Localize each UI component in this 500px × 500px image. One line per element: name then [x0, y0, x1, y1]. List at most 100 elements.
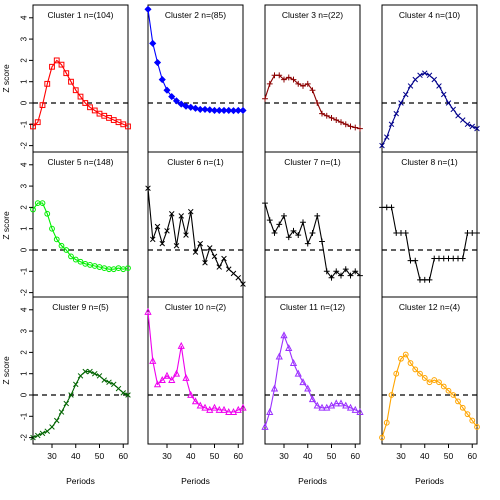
- data-point: [191, 397, 200, 405]
- data-point: [314, 213, 321, 219]
- data-point: [295, 232, 302, 238]
- data-point: [144, 307, 152, 315]
- data-point: [459, 404, 466, 411]
- data-point: [314, 100, 321, 106]
- plot-frame: [32, 4, 129, 153]
- data-point: [436, 83, 442, 89]
- data-point: [229, 407, 238, 415]
- data-point: [474, 125, 480, 132]
- x-tick-label: 30: [162, 451, 172, 461]
- data-point: [197, 240, 204, 247]
- data-point: [445, 387, 452, 394]
- data-point: [304, 80, 311, 87]
- data-point: [275, 352, 283, 360]
- y-tick-label: 0: [20, 100, 29, 105]
- x-tick-label: 50: [210, 451, 220, 461]
- data-point: [407, 360, 414, 366]
- panel-cluster-1: Cluster 1 n=(104) -2 -1 0 1 2 3 4 Z score: [1, 4, 131, 153]
- data-point: [379, 142, 385, 149]
- data-point: [337, 399, 345, 407]
- data-point: [196, 401, 204, 409]
- data-point: [82, 100, 89, 106]
- data-point: [49, 63, 55, 70]
- panel-cluster-3: Cluster 3 n=(22): [262, 4, 363, 153]
- plot-frame: [381, 296, 478, 445]
- data-point: [149, 39, 157, 47]
- panel-title: Cluster 3 n=(22): [282, 10, 343, 20]
- data-point: [318, 403, 326, 411]
- data-point: [63, 400, 70, 407]
- data-point: [172, 369, 181, 377]
- data-point: [230, 270, 237, 277]
- y-tick-label: -1: [20, 267, 29, 275]
- x-tick-label: 40: [303, 451, 313, 461]
- data-point: [313, 401, 321, 409]
- data-point: [266, 217, 273, 224]
- panel-title: Cluster 8 n=(1): [401, 157, 458, 167]
- data-point: [182, 373, 190, 381]
- series-line: [32, 202, 129, 270]
- plot-frame: [264, 151, 361, 300]
- data-point: [149, 236, 156, 243]
- y-tick-label: 2: [20, 205, 29, 210]
- data-point: [421, 70, 428, 76]
- panel-cluster-12: Cluster 12 n=(4) 30 40 50 60 Periods: [379, 296, 480, 486]
- data-point: [153, 58, 162, 67]
- data-point: [357, 125, 363, 132]
- data-point: [426, 276, 433, 283]
- data-point: [295, 80, 302, 87]
- data-point: [187, 103, 195, 111]
- plot-frame: [381, 151, 478, 300]
- data-point: [96, 373, 103, 379]
- panel-title: Cluster 2 n=(85): [165, 10, 226, 20]
- data-point: [172, 97, 181, 105]
- panel-title: Cluster 11 n=(12): [280, 302, 345, 312]
- data-point: [393, 110, 400, 117]
- y-tick-label: 3: [20, 328, 29, 333]
- plot-frame: [147, 151, 244, 300]
- data-point: [159, 240, 166, 247]
- data-point: [39, 102, 46, 109]
- data-point: [44, 428, 51, 434]
- data-point: [445, 100, 452, 106]
- data-point: [220, 405, 228, 413]
- data-point: [192, 249, 199, 255]
- data-point: [210, 106, 219, 115]
- plot-frame: [32, 151, 129, 300]
- data-point: [234, 405, 242, 413]
- data-point: [63, 70, 70, 77]
- data-point: [300, 219, 306, 226]
- data-point: [72, 256, 79, 263]
- x-tick-label: 50: [95, 451, 105, 461]
- data-point: [347, 272, 354, 279]
- x-tick-label: 40: [71, 451, 81, 461]
- data-point: [77, 373, 84, 379]
- data-point: [417, 370, 423, 377]
- panel-cluster-10: Cluster 10 n=(2) 30 40 50 60 Periods: [144, 296, 247, 486]
- y-tick-label: 2: [20, 58, 29, 63]
- data-point: [266, 407, 274, 415]
- data-point: [63, 247, 70, 253]
- x-tick-label: 60: [119, 451, 129, 461]
- panel-title: Cluster 9 n=(5): [52, 302, 109, 312]
- y-tick-label: -2: [20, 289, 29, 297]
- x-tick-label: 50: [327, 451, 337, 461]
- data-point: [459, 255, 466, 262]
- data-point: [455, 398, 461, 405]
- data-point: [308, 395, 317, 403]
- data-point: [149, 356, 157, 364]
- data-point: [455, 113, 461, 119]
- data-point: [383, 419, 390, 426]
- data-point: [402, 230, 409, 236]
- y-tick-label: -1: [20, 120, 29, 128]
- data-point: [49, 424, 55, 430]
- data-point: [87, 368, 93, 375]
- panel-cluster-7: Cluster 7 n=(1): [262, 151, 363, 300]
- data-point: [82, 368, 89, 375]
- data-point: [299, 378, 307, 386]
- data-point: [289, 358, 298, 366]
- data-point: [58, 409, 65, 415]
- data-point: [215, 405, 223, 413]
- data-point: [347, 123, 354, 130]
- x-tick-label: 40: [420, 451, 430, 461]
